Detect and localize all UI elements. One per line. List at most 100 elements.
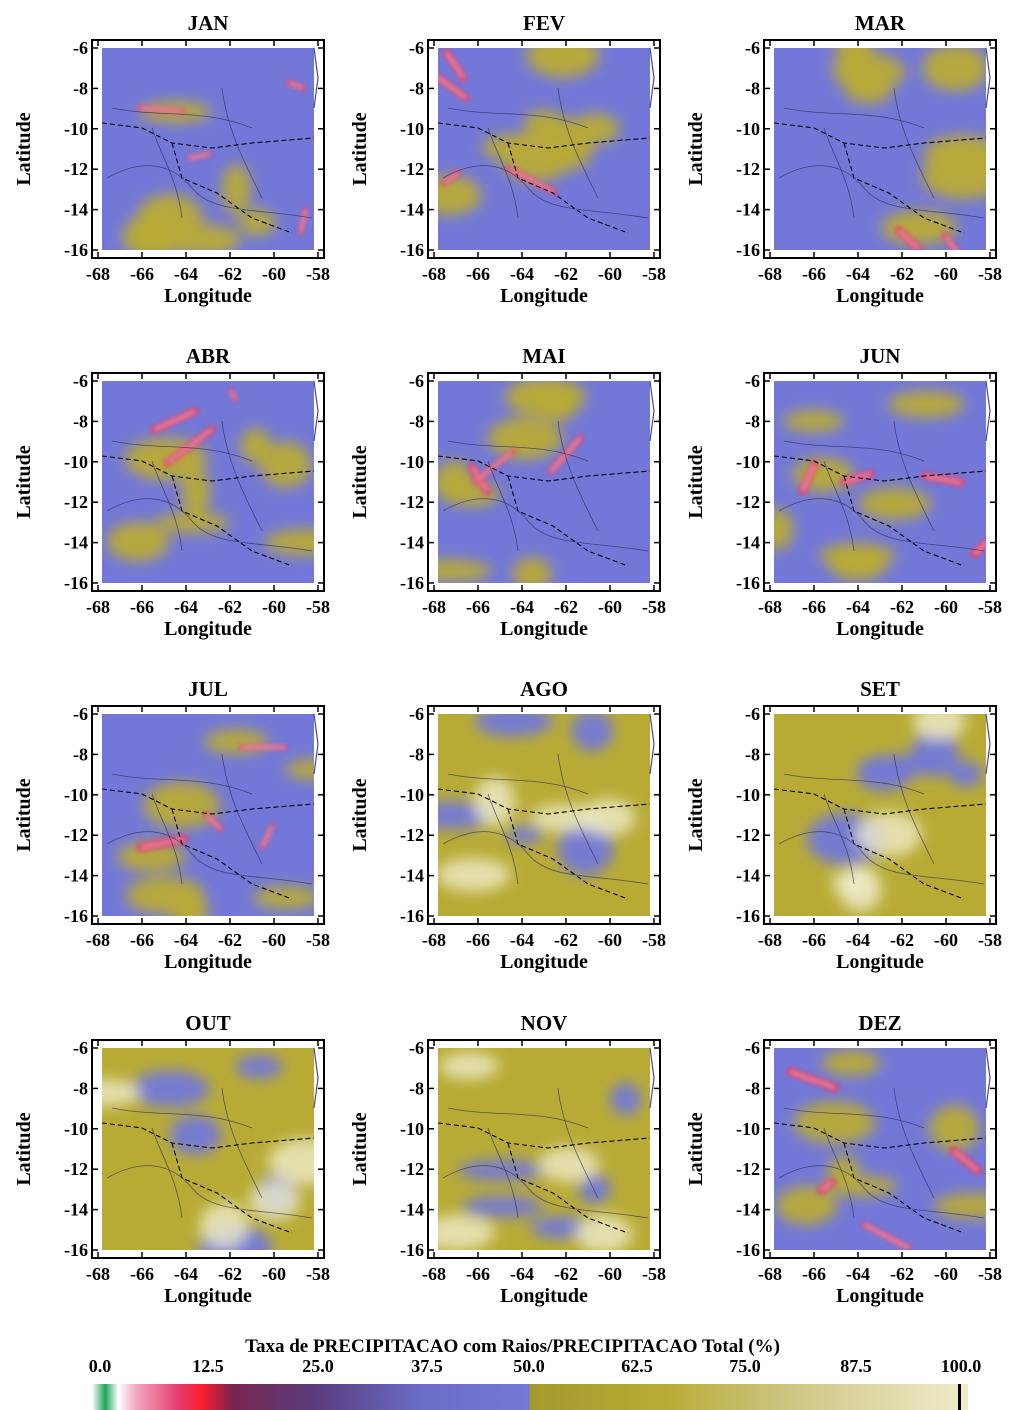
y-tick-label: -14	[64, 533, 88, 553]
map-panel-jul: JUL -6 -8 -10 -12 -14 -16 -68 -66 -64 -62 -60 -58 Lon…	[13, 677, 330, 973]
y-tick-label: -10	[736, 119, 760, 139]
x-tick-label: -64	[510, 930, 534, 950]
rivers	[106, 753, 313, 885]
x-tick-label: -64	[174, 930, 198, 950]
legend-title: Taxa de PRECIPITACAO com Raios/PRECIPITA…	[245, 1336, 780, 1357]
panel-title: ABR	[186, 344, 231, 368]
x-axis-label: Longitude	[164, 285, 252, 307]
map-field	[774, 381, 986, 583]
y-tick-label: -12	[400, 159, 424, 179]
legend-label-1: 12.5	[192, 1356, 224, 1376]
y-tick-label: -6	[409, 1038, 424, 1058]
field-red-streaks	[438, 48, 558, 196]
x-tick-label: -60	[262, 1264, 286, 1284]
map-field	[438, 381, 650, 583]
x-tick-label: -58	[306, 1264, 330, 1284]
y-tick-label: -6	[73, 704, 88, 724]
x-tick-label: -64	[510, 597, 534, 617]
y-tick-label: -12	[736, 825, 760, 845]
map-field	[102, 48, 314, 250]
x-tick-label: -60	[598, 597, 622, 617]
field-red-streaks	[136, 744, 288, 852]
y-tick-label: -16	[64, 906, 88, 926]
map-field	[774, 1048, 986, 1250]
y-tick-label: -14	[736, 866, 760, 886]
y-tick-label: -8	[745, 78, 760, 98]
x-tick-label: -60	[598, 930, 622, 950]
x-tick-label: -58	[978, 264, 1002, 284]
x-tick-label: -62	[554, 1264, 578, 1284]
panel-title: MAI	[522, 344, 565, 368]
y-tick-label: -14	[736, 533, 760, 553]
x-axis-label: Longitude	[164, 951, 252, 973]
y-tick-label: -8	[73, 1078, 88, 1098]
x-tick-label: -60	[262, 930, 286, 950]
x-tick-label: -64	[510, 1264, 534, 1284]
x-axis-label: Longitude	[500, 951, 588, 973]
x-tick-label: -66	[130, 264, 154, 284]
field-red-streaks	[798, 460, 986, 559]
panel-title: MAR	[855, 11, 906, 35]
field-red-streaks	[137, 79, 309, 236]
y-tick-label: -10	[400, 119, 424, 139]
y-tick-label: -12	[64, 159, 88, 179]
y-tick-label: -8	[745, 411, 760, 431]
y-tick-label: -10	[736, 452, 760, 472]
x-tick-label: -62	[218, 264, 242, 284]
x-tick-label: -58	[306, 930, 330, 950]
x-axis-label: Longitude	[836, 285, 924, 307]
y-tick-label: -16	[400, 1240, 424, 1260]
x-tick-label: -62	[554, 597, 578, 617]
colorbar-fill	[92, 1384, 968, 1410]
x-tick-label: -62	[218, 1264, 242, 1284]
x-tick-label: -66	[130, 1264, 154, 1284]
y-tick-label: -12	[64, 492, 88, 512]
y-tick-label: -8	[409, 411, 424, 431]
x-tick-label: -64	[174, 1264, 198, 1284]
legend-label-5: 62.5	[621, 1356, 653, 1376]
x-tick-label: -58	[642, 1264, 666, 1284]
x-axis-label: Longitude	[836, 618, 924, 640]
x-tick-label: -68	[86, 1264, 110, 1284]
x-tick-label: -62	[218, 597, 242, 617]
state-boundary	[774, 122, 986, 234]
x-tick-label: -66	[466, 1264, 490, 1284]
y-tick-label: -16	[64, 1240, 88, 1260]
rivers	[106, 1087, 313, 1219]
x-tick-label: -68	[422, 1264, 446, 1284]
legend-label-8: 100.0	[940, 1356, 982, 1376]
y-tick-label: -16	[736, 906, 760, 926]
y-tick-label: -10	[400, 785, 424, 805]
x-tick-label: -58	[642, 930, 666, 950]
y-axis-label: Latitude	[349, 445, 371, 518]
y-tick-label: -6	[409, 704, 424, 724]
x-tick-label: -58	[642, 264, 666, 284]
map-panel-fev: FEV -6 -8 -10 -12 -14 -16 -68 -66 -64 -62 -60 -58 Lon…	[349, 11, 666, 307]
rivers	[778, 1087, 985, 1219]
x-tick-label: -68	[422, 264, 446, 284]
panel-title: JUN	[860, 344, 901, 368]
y-tick-label: -12	[400, 825, 424, 845]
x-tick-label: -68	[422, 597, 446, 617]
x-axis-label: Longitude	[164, 1285, 252, 1307]
y-axis-label: Latitude	[685, 445, 707, 518]
y-tick-label: -16	[64, 240, 88, 260]
map-panel-mai: MAI -6 -8 -10 -12 -14 -16 -68 -66 -64 -62 -60 -58 Lon…	[349, 344, 666, 640]
panel-title: DEZ	[858, 1011, 901, 1035]
field-red-streaks	[150, 388, 239, 467]
state-boundary	[438, 122, 650, 234]
x-tick-label: -60	[262, 264, 286, 284]
y-tick-label: -12	[64, 1159, 88, 1179]
map-field	[102, 714, 314, 916]
y-tick-label: -8	[73, 411, 88, 431]
field-blobs	[806, 714, 983, 912]
field-blobs	[102, 1054, 314, 1250]
map-panel-jan: JAN -6 -8 -10 -12 -14 -16 -68 -66 -64 -62 -60 -58 Lon…	[13, 11, 330, 307]
x-tick-label: -68	[86, 930, 110, 950]
x-axis-label: Longitude	[500, 285, 588, 307]
map-field	[438, 1048, 650, 1250]
x-tick-label: -60	[934, 597, 958, 617]
x-tick-label: -66	[466, 264, 490, 284]
y-tick-label: -6	[409, 38, 424, 58]
y-tick-label: -16	[400, 573, 424, 593]
